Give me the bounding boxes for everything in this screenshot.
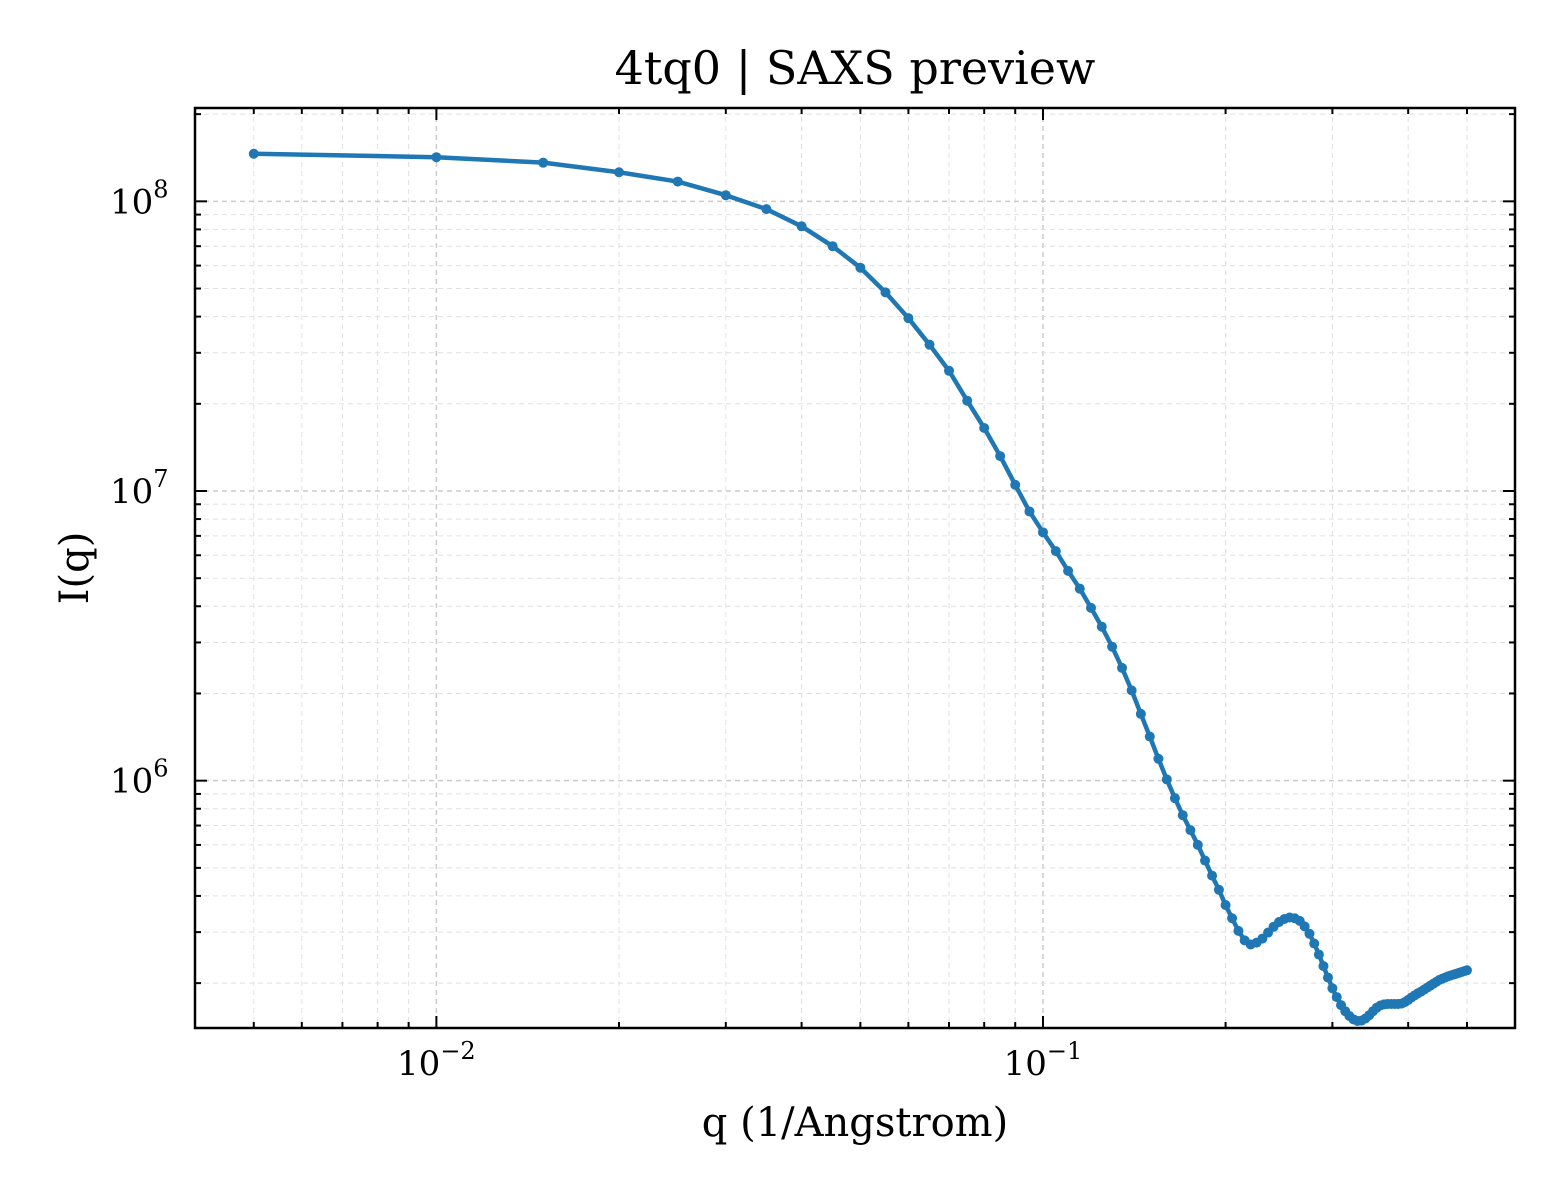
data-point xyxy=(903,313,914,324)
data-point xyxy=(1117,662,1128,673)
data-point xyxy=(1322,972,1333,983)
data-point xyxy=(1063,565,1074,576)
data-point xyxy=(1074,583,1085,594)
data-point xyxy=(672,176,683,187)
grid xyxy=(194,108,1515,1028)
data-point xyxy=(796,221,807,232)
y-tick-label: 108 xyxy=(110,175,169,222)
plot-frame xyxy=(193,106,1517,1030)
data-point xyxy=(1144,731,1155,742)
data-point xyxy=(880,287,891,298)
data-point xyxy=(1304,928,1315,939)
data-point xyxy=(1024,506,1035,517)
data-point xyxy=(1318,961,1329,972)
data-point xyxy=(1327,983,1338,994)
data-point xyxy=(1010,479,1021,490)
data-point xyxy=(431,152,442,163)
data-point xyxy=(1169,793,1180,804)
data-point xyxy=(1135,708,1146,719)
x-axis-label: q (1/Angstrom) xyxy=(702,1100,1008,1146)
data-point xyxy=(1192,839,1203,850)
data-point xyxy=(1213,884,1224,895)
data-point xyxy=(1299,921,1310,932)
data-point xyxy=(1050,546,1061,557)
y-axis: 106 107 108 xyxy=(110,113,1515,985)
data-point xyxy=(1313,949,1324,960)
data-point xyxy=(1461,965,1472,976)
data-point xyxy=(1177,810,1188,821)
data-point xyxy=(1037,527,1048,538)
data-point xyxy=(1331,992,1342,1003)
data-point xyxy=(924,339,935,350)
data-point xyxy=(613,167,624,178)
data-point xyxy=(1233,925,1244,936)
y-tick-label: 106 xyxy=(110,755,169,802)
x-tick-label: 10−1 xyxy=(1004,1037,1083,1084)
data-point xyxy=(1220,900,1231,911)
x-axis: 10−2 10−1 xyxy=(194,108,1468,1084)
data-point xyxy=(944,365,955,376)
data-point xyxy=(1096,621,1107,632)
data-point xyxy=(1107,641,1118,652)
x-tick-label: 10−2 xyxy=(397,1037,476,1084)
data-point xyxy=(1207,870,1218,881)
data-point xyxy=(1309,938,1320,949)
data-point xyxy=(827,241,838,252)
data-point xyxy=(962,395,973,406)
data-point xyxy=(248,148,259,159)
data-point xyxy=(538,157,549,168)
y-tick-label: 107 xyxy=(110,465,169,512)
data-point xyxy=(1161,774,1172,785)
y-axis-label: I(q) xyxy=(52,532,98,605)
data-point xyxy=(1200,855,1211,866)
data-point xyxy=(1185,825,1196,836)
chart-title: 4tq0 | SAXS preview xyxy=(615,41,1096,95)
data-point xyxy=(1086,602,1097,613)
data-point xyxy=(1153,753,1164,764)
data-point xyxy=(979,423,990,434)
data-point xyxy=(761,204,772,215)
series-markers xyxy=(248,148,1472,1027)
data-point xyxy=(995,451,1006,462)
data-point xyxy=(720,190,731,201)
data-point xyxy=(1126,685,1137,696)
data-point xyxy=(855,262,866,273)
data-point xyxy=(1227,913,1238,924)
